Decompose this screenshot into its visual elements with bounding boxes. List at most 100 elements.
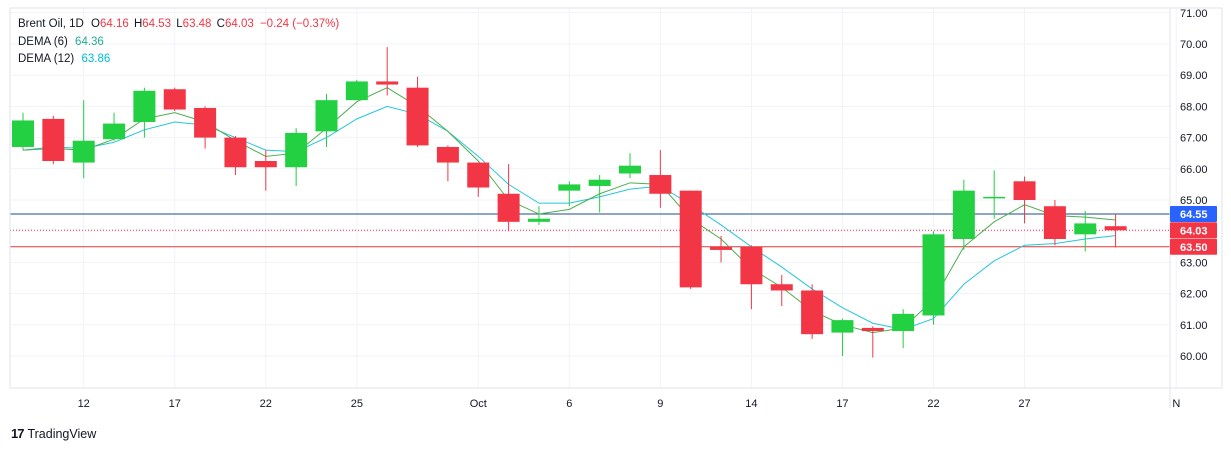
candle — [42, 115, 65, 165]
candle — [952, 179, 975, 250]
price-tick-label: 70.00 — [1180, 39, 1208, 51]
time-tick-label: 12 — [78, 398, 90, 410]
legend-h-label: H — [133, 18, 143, 30]
price-tag-red-line: 63.50 — [1170, 238, 1217, 255]
candle — [224, 136, 247, 176]
tradingview-brand[interactable]: 17 TradingView — [11, 426, 96, 441]
price-tag-blue-line: 64.55 — [1170, 206, 1217, 223]
candle — [710, 235, 733, 263]
candle-body — [527, 218, 550, 222]
candle — [861, 326, 884, 358]
time-tick-label: 14 — [745, 398, 757, 410]
candle — [1104, 214, 1127, 248]
price-axis: 60.0061.0062.0063.0064.0065.0066.0067.00… — [1180, 8, 1208, 363]
candle — [12, 112, 34, 151]
candle-body — [1074, 223, 1097, 235]
price-tag-bg — [1170, 206, 1217, 223]
time-tick-label: N — [1172, 398, 1180, 410]
legend-o-label: O — [91, 18, 100, 30]
candle — [1013, 176, 1036, 224]
legend-open: 64.16 — [99, 18, 129, 30]
candle — [831, 318, 854, 356]
candles — [12, 47, 1127, 358]
candle-body — [224, 137, 247, 168]
candle — [983, 170, 1006, 219]
price-tick-label: 61.00 — [1180, 320, 1208, 332]
candle-body — [163, 89, 186, 110]
price-tick-label: 71.00 — [1180, 8, 1208, 20]
price-tick-label: 67.00 — [1180, 133, 1208, 145]
candle-body — [406, 87, 429, 146]
candle-body — [1104, 226, 1127, 231]
legend-c-label: C — [216, 18, 225, 30]
candle-body — [801, 290, 824, 335]
price-tick-label: 66.00 — [1180, 164, 1208, 176]
horizontal-lines — [10, 213, 1170, 248]
axes — [9, 7, 1223, 408]
time-axis: 12 17 22 25 Oct 6 9 14 17 22 27 N — [78, 398, 1181, 410]
candle-body — [436, 146, 459, 163]
legend-row-ohlc: Brent Oil, 1D O64.16 H64.53 L63.48 C64.0… — [18, 16, 339, 34]
legend-l-label: L — [176, 18, 183, 30]
candle — [285, 128, 308, 186]
price-tag-last-price-line: 64.03 — [1170, 222, 1217, 239]
candle — [406, 76, 429, 147]
price-tick-label: 68.00 — [1180, 101, 1208, 113]
candle-body — [831, 320, 854, 333]
candle — [315, 93, 338, 147]
price-tag-label: 64.03 — [1180, 225, 1208, 237]
price-tick-label: 62.00 — [1180, 289, 1208, 301]
candle — [588, 175, 611, 213]
legend-high: 64.53 — [142, 18, 172, 30]
price-tick-label: 69.00 — [1180, 70, 1208, 82]
candle — [801, 284, 824, 339]
candle — [770, 274, 793, 307]
candle — [1074, 210, 1097, 252]
candle-body — [1013, 181, 1036, 200]
time-tick-label: 9 — [657, 398, 663, 410]
price-tick-label: 60.00 — [1180, 351, 1208, 363]
candle — [497, 164, 520, 232]
legend-row-dema12: DEMA (12) 63.86 — [18, 51, 339, 69]
legend: Brent Oil, 1D O64.16 H64.53 L63.48 C64.0… — [18, 16, 339, 69]
candle-body — [254, 161, 277, 168]
candle-body — [72, 140, 95, 163]
candle — [254, 150, 277, 191]
dema12-value: 63.86 — [81, 53, 111, 65]
candle-body — [133, 90, 156, 122]
candle-body — [619, 165, 641, 174]
candle — [163, 87, 186, 112]
candle-body — [1043, 206, 1066, 239]
candle-body — [467, 162, 490, 188]
candle-body — [952, 190, 975, 239]
candle-body — [710, 246, 733, 250]
candle — [922, 231, 945, 325]
candle-body — [194, 107, 217, 138]
candle-body — [285, 132, 308, 168]
candle — [436, 145, 459, 182]
candle — [558, 181, 581, 207]
time-tick-label: 27 — [1018, 398, 1030, 410]
price-tags: 64.55 64.03 63.50 — [1170, 206, 1217, 255]
tradingview-logo-icon: 17 — [11, 426, 25, 441]
legend-row-dema6: DEMA (6) 64.36 — [18, 34, 339, 52]
candle-body — [376, 81, 399, 85]
candle-body — [922, 234, 945, 316]
price-tag-label: 63.50 — [1180, 242, 1208, 254]
price-tag-label: 64.55 — [1180, 209, 1208, 221]
time-tick-label: 25 — [351, 398, 363, 410]
time-tick-label: Oct — [470, 398, 487, 410]
legend-low: 63.48 — [182, 18, 212, 30]
candle — [72, 100, 95, 179]
dema6-label: DEMA (6) — [18, 35, 68, 48]
candle — [649, 150, 672, 208]
candle-body — [345, 81, 368, 101]
candle-body — [497, 193, 520, 222]
time-tick-label: 22 — [260, 398, 272, 410]
candle-body — [740, 246, 763, 285]
candle — [679, 190, 702, 289]
legend-change: −0.24 (−0.37%) — [259, 18, 340, 30]
price-tick-label: 63.00 — [1180, 257, 1208, 269]
price-tick-label: 65.00 — [1180, 195, 1208, 207]
